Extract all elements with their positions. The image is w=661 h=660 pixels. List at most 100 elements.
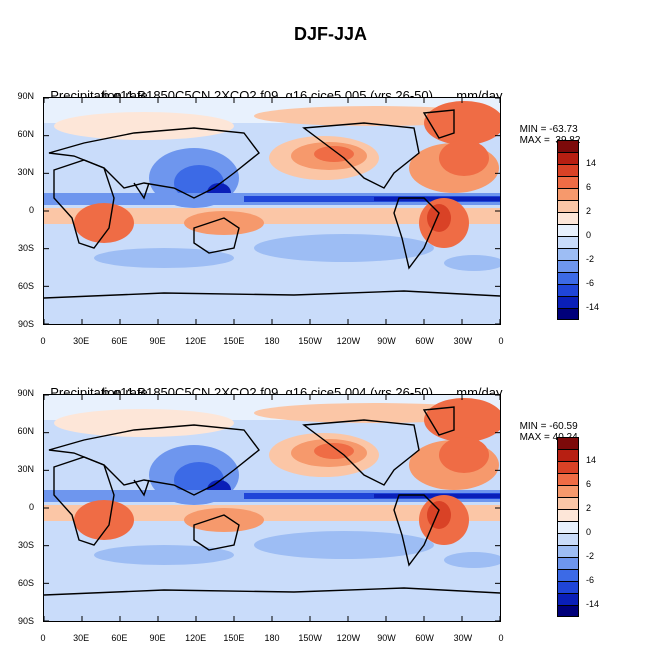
x-tick-label: 60W [415,336,434,346]
coastlines [44,406,500,596]
y-tick-label: 0 [28,205,34,215]
colorbar-swatch [557,296,579,308]
colorbar-swatch [557,545,579,557]
colorbar-swatch [557,605,579,617]
colorbar-label: 14 [586,158,597,168]
panel-2-colorbar-labels: 14 6 2 0 -2 -6 -14 [586,437,626,617]
coastlines [44,109,500,299]
colorbar-swatch [557,521,579,533]
colorbar-swatch [557,164,579,176]
colorbar-label: 6 [586,479,592,489]
x-tick-label: 120E [185,336,207,346]
x-tick-label: 120E [185,633,207,643]
colorbar-label: 6 [586,182,592,192]
precip-field [44,395,500,621]
y-tick-label: 90N [17,388,34,398]
y-tick-label: 0 [28,502,34,512]
colorbar-label: 2 [586,503,592,513]
x-tick-label: 150E [223,336,245,346]
figure-title: DJF-JJA [293,24,368,44]
x-tick-label: 0 [40,336,46,346]
y-tick-label: 90N [17,91,34,101]
frame-ticks [44,395,500,621]
colorbar-label: -2 [586,551,595,561]
frame-ticks [44,98,500,324]
x-tick-label: 60E [111,633,128,643]
panel-2-colorbar [557,437,579,617]
colorbar-swatch [557,533,579,545]
colorbar-label: 14 [586,455,597,465]
x-tick-label: 150W [298,633,322,643]
panel-1-map-svg [44,98,500,324]
colorbar-swatch [557,272,579,284]
colorbar-swatch [557,248,579,260]
colorbar-swatch [557,200,579,212]
x-tick-label: 180 [264,633,280,643]
colorbar-label: -2 [586,254,595,264]
colorbar-swatch [557,581,579,593]
colorbar-swatch [557,236,579,248]
colorbar-swatch [557,509,579,521]
colorbar-swatch [557,188,579,200]
colorbar-swatch [557,284,579,296]
colorbar-swatch [557,461,579,473]
x-tick-label: 60W [415,633,434,643]
x-tick-label: 90W [377,633,396,643]
x-tick-label: 0 [498,336,504,346]
panel-2-y-axis: 90N 60N 30N 0 30S 60S 90S [0,388,40,626]
precip-field [44,98,500,324]
x-tick-label: 120W [336,336,361,346]
y-tick-label: 30N [17,464,34,474]
y-tick-label: 60N [17,426,34,436]
x-tick-label: 30W [453,336,473,346]
colorbar-swatch [557,557,579,569]
colorbar-label: 0 [586,230,592,240]
panel-1-y-axis: 90N 60N 30N 0 30S 60S 90S [0,91,40,329]
panel-2-map [43,394,501,622]
y-tick-label: 30N [17,167,34,177]
panel-2-x-axis: 0 30E 60E 90E 120E 150E 180 150W 120W 90W 60W 30W 0 [40,633,504,647]
colorbar-swatch [557,593,579,605]
y-tick-label: 60S [17,281,34,291]
colorbar-swatch [557,140,579,152]
x-tick-label: 150W [298,336,322,346]
y-tick-label: 30S [17,243,34,253]
colorbar-label: -6 [586,575,595,585]
panel-1-x-axis: 0 30E 60E 90E 120E 150E 180 150W 120W 90W 60W 30W 0 [40,336,504,350]
colorbar-swatch [557,569,579,581]
x-tick-label: 60E [111,336,128,346]
colorbar-swatch [557,224,579,236]
colorbar-label: -6 [586,278,595,288]
panel-2-map-svg [44,395,500,621]
colorbar-label: -14 [586,302,600,312]
panel-1-colorbar [557,140,579,320]
colorbar-swatch [557,437,579,449]
y-tick-label: 90S [17,319,34,329]
colorbar-swatch [557,449,579,461]
x-tick-label: 90E [149,336,166,346]
x-tick-label: 30E [73,633,90,643]
colorbar-label: -14 [586,599,600,609]
colorbar-swatch [557,260,579,272]
colorbar-swatch [557,212,579,224]
colorbar-swatch [557,473,579,485]
colorbar-swatch [557,176,579,188]
panel-1-min: MIN = -63.73 [519,124,578,135]
x-tick-label: 0 [40,633,46,643]
x-tick-label: 30E [73,336,90,346]
colorbar-swatch [557,485,579,497]
colorbar-swatch [557,152,579,164]
x-tick-label: 120W [336,633,361,643]
x-tick-label: 150E [223,633,245,643]
y-tick-label: 30S [17,540,34,550]
y-tick-label: 60S [17,578,34,588]
panel-1-map [43,97,501,325]
colorbar-label: 0 [586,527,592,537]
x-tick-label: 90W [377,336,396,346]
panel-2-min: MIN = -60.59 [519,421,578,432]
x-tick-label: 0 [498,633,504,643]
x-tick-label: 30W [453,633,473,643]
panel-1-colorbar-labels: 14 6 2 0 -2 -6 -14 [586,140,626,320]
colorbar-label: 2 [586,206,592,216]
y-tick-label: 60N [17,129,34,139]
